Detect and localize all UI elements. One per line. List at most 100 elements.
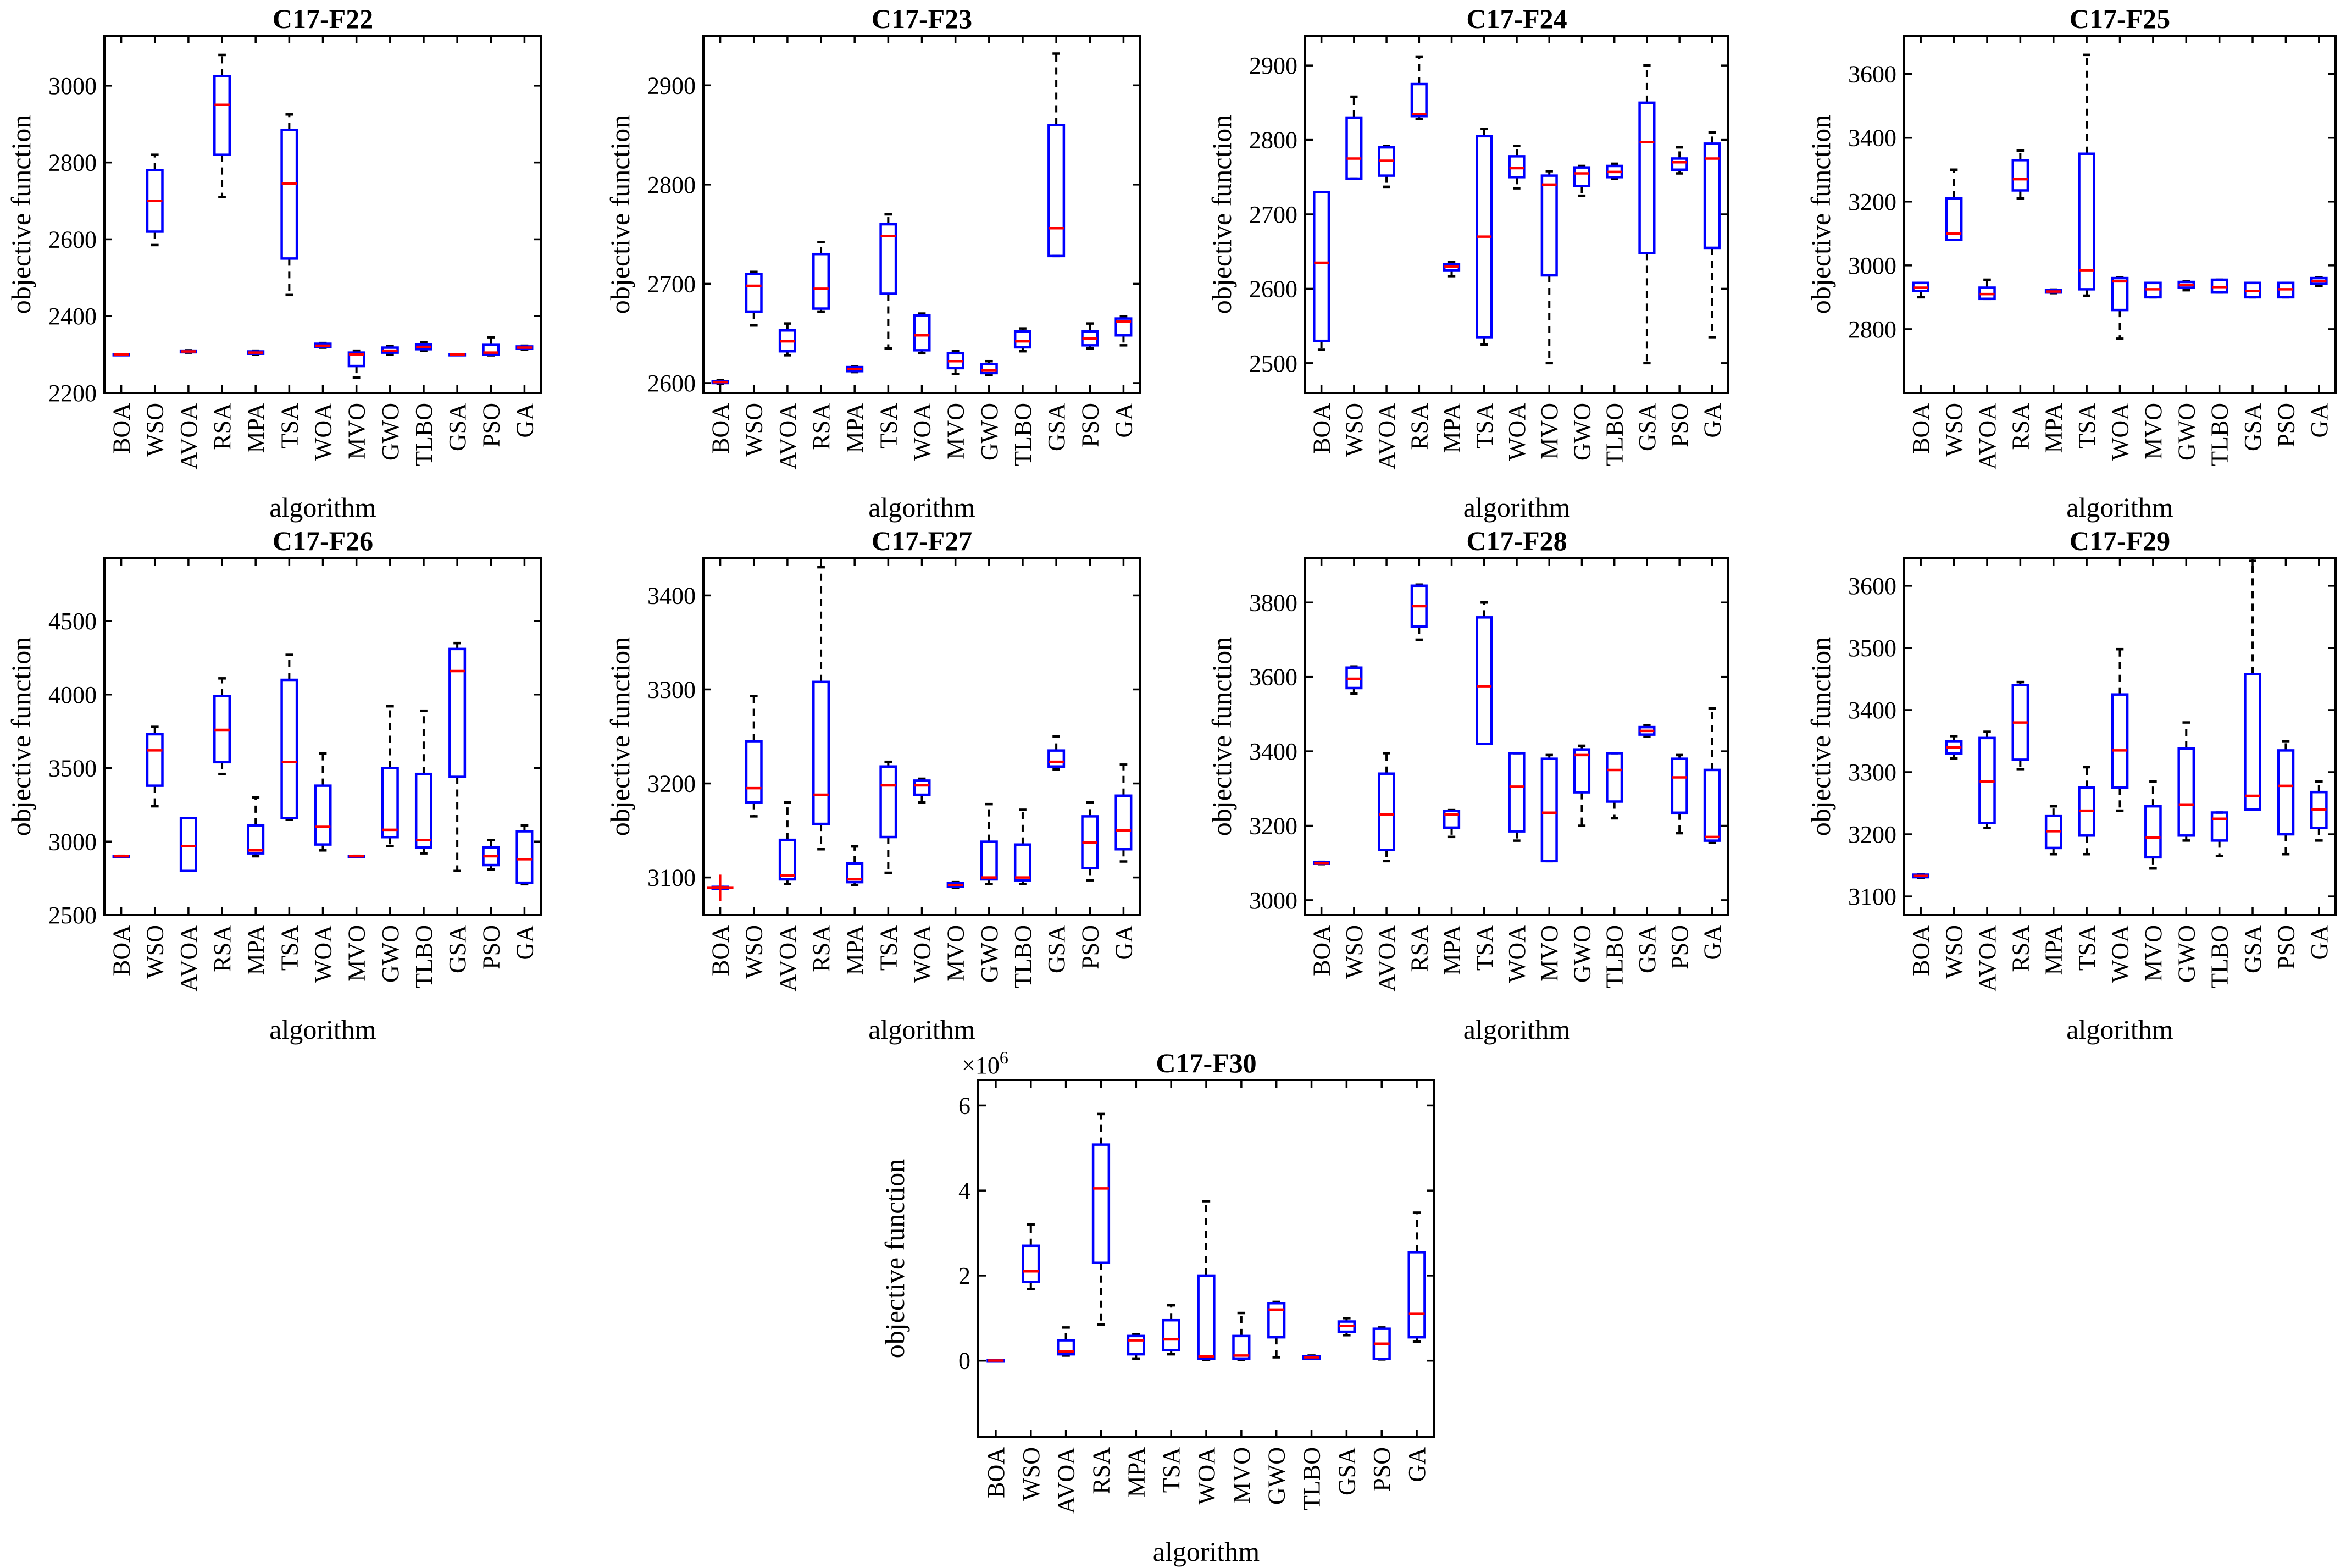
- y-tick-label: 3600: [1249, 664, 1297, 691]
- x-tick-label-ga: GA: [1110, 925, 1137, 960]
- axes-frame: [702, 35, 1141, 394]
- x-tick-label-mvo: MVO: [2140, 925, 2167, 982]
- x-tick-label-boa: BOA: [1907, 925, 1934, 976]
- box-tlbo: [1013, 327, 1031, 353]
- y-tick-label: 3000: [1249, 887, 1297, 914]
- box-ga: [1703, 707, 1721, 844]
- y-axis-label: objective function: [879, 1159, 910, 1358]
- iqr-box: [745, 273, 763, 313]
- x-tick-label-woa: WOA: [909, 403, 936, 461]
- x-axis-label: algorithm: [269, 1014, 376, 1045]
- x-tick-label-pso: PSO: [1077, 925, 1103, 969]
- box-gsa: [448, 353, 467, 357]
- x-tick-label-tsa: TSA: [1158, 1447, 1185, 1493]
- box-avoa: [1978, 730, 1996, 829]
- y-tick-label: 2700: [647, 270, 696, 297]
- x-tick-label-avoa: AVOA: [774, 403, 801, 470]
- x-tick-label-rsa: RSA: [808, 403, 835, 450]
- box-boa: [112, 353, 130, 357]
- iqr-box: [1013, 330, 1031, 349]
- iqr-box: [2277, 749, 2295, 836]
- x-tick-label-boa: BOA: [1308, 403, 1335, 454]
- box-avoa: [1057, 1326, 1075, 1357]
- y-tick-label: 3500: [1848, 635, 1896, 662]
- box-tsa: [879, 760, 897, 874]
- box-boa: [1313, 191, 1330, 351]
- box-avoa: [179, 817, 197, 873]
- y-tick-label: 2600: [48, 226, 97, 253]
- iqr-box: [414, 772, 432, 849]
- x-axis-label: algorithm: [868, 1014, 975, 1045]
- x-tick-label-gwo: GWO: [1568, 403, 1595, 461]
- x-axis-label: algorithm: [2066, 1014, 2173, 1045]
- y-tick-label: 3000: [48, 73, 97, 99]
- box-ga: [1114, 315, 1133, 347]
- x-tick-label-avoa: AVOA: [774, 925, 801, 992]
- panel-c17-f25: 2800 3000 3200 3400 3600 BOA WSO AVOA RSA MPA TSA W…: [1805, 3, 2337, 523]
- box-rsa: [1410, 55, 1428, 120]
- x-tick-label-ga: GA: [1699, 925, 1726, 960]
- box-wso: [146, 153, 164, 247]
- iqr-box: [778, 838, 796, 881]
- x-axis-label: algorithm: [2066, 492, 2173, 523]
- x-tick-label-avoa: AVOA: [1974, 925, 2001, 992]
- iqr-box: [1410, 82, 1428, 118]
- x-tick-label-mvo: MVO: [942, 403, 969, 459]
- box-pso: [2277, 740, 2295, 856]
- iqr-box: [2177, 747, 2195, 837]
- x-tick-label-pso: PSO: [1368, 1447, 1395, 1492]
- y-tick-label: 4: [958, 1177, 970, 1204]
- box-pso: [1081, 322, 1099, 350]
- iqr-box: [280, 678, 298, 819]
- x-tick-label-tsa: TSA: [276, 925, 303, 971]
- x-tick-label-mvo: MVO: [1228, 1447, 1255, 1504]
- x-tick-label-avoa: AVOA: [1053, 1447, 1080, 1514]
- box-mpa: [247, 796, 265, 858]
- iqr-box: [1378, 772, 1395, 851]
- iqr-box: [179, 817, 197, 873]
- x-tick-label-woa: WOA: [1504, 403, 1530, 461]
- y-axis-label: objective function: [5, 637, 36, 836]
- iqr-box: [1197, 1274, 1216, 1360]
- y-axis-label: objective function: [1206, 115, 1237, 314]
- box-rsa: [2011, 680, 2029, 771]
- x-tick-label-boa: BOA: [108, 403, 135, 454]
- x-tick-label-woa: WOA: [2107, 403, 2134, 461]
- x-tick-label-mvo: MVO: [1536, 403, 1563, 459]
- x-tick-label-woa: WOA: [1193, 1447, 1220, 1505]
- x-tick-label-boa: BOA: [707, 925, 734, 976]
- x-tick-label-wso: WSO: [142, 925, 169, 979]
- y-tick-label: 3600: [1848, 573, 1896, 600]
- x-tick-label-boa: BOA: [1308, 925, 1335, 976]
- box-avoa: [1978, 278, 1996, 301]
- y-tick-label: 2800: [1249, 127, 1297, 154]
- x-tick-label-pso: PSO: [478, 403, 504, 447]
- x-tick-label-tlbo: TLBO: [1601, 403, 1628, 466]
- x-tick-label-mpa: MPA: [841, 403, 868, 453]
- y-axis-label: objective function: [5, 115, 36, 314]
- box-ga: [515, 344, 534, 351]
- box-pso: [482, 839, 500, 871]
- y-tick-label: 4000: [48, 682, 97, 708]
- iqr-box: [1313, 191, 1330, 342]
- x-tick-label-woa: WOA: [310, 403, 337, 461]
- x-tick-label-tlbo: TLBO: [1010, 925, 1036, 988]
- y-axis-label: objective function: [604, 115, 635, 314]
- iqr-box: [2078, 152, 2095, 291]
- iqr-box: [879, 765, 897, 839]
- box-ga: [1703, 131, 1721, 339]
- x-tick-label-ga: GA: [1110, 403, 1137, 438]
- y-tick-label: 3100: [647, 865, 696, 891]
- box-wso: [146, 725, 164, 808]
- box-gwo: [980, 802, 998, 885]
- box-ga: [2310, 780, 2328, 842]
- iqr-box: [1047, 749, 1066, 768]
- iqr-box: [980, 840, 998, 881]
- box-wso: [1945, 735, 1963, 760]
- x-tick-label-gsa: GSA: [444, 403, 471, 451]
- box-wso: [1345, 95, 1363, 180]
- panel-c17-f24: 2500 2600 2700 2800 2900 BOA WSO AVOA RSA MPA TSA W…: [1206, 3, 1729, 523]
- box-tsa: [2078, 53, 2095, 297]
- x-tick-label-gsa: GSA: [444, 925, 471, 973]
